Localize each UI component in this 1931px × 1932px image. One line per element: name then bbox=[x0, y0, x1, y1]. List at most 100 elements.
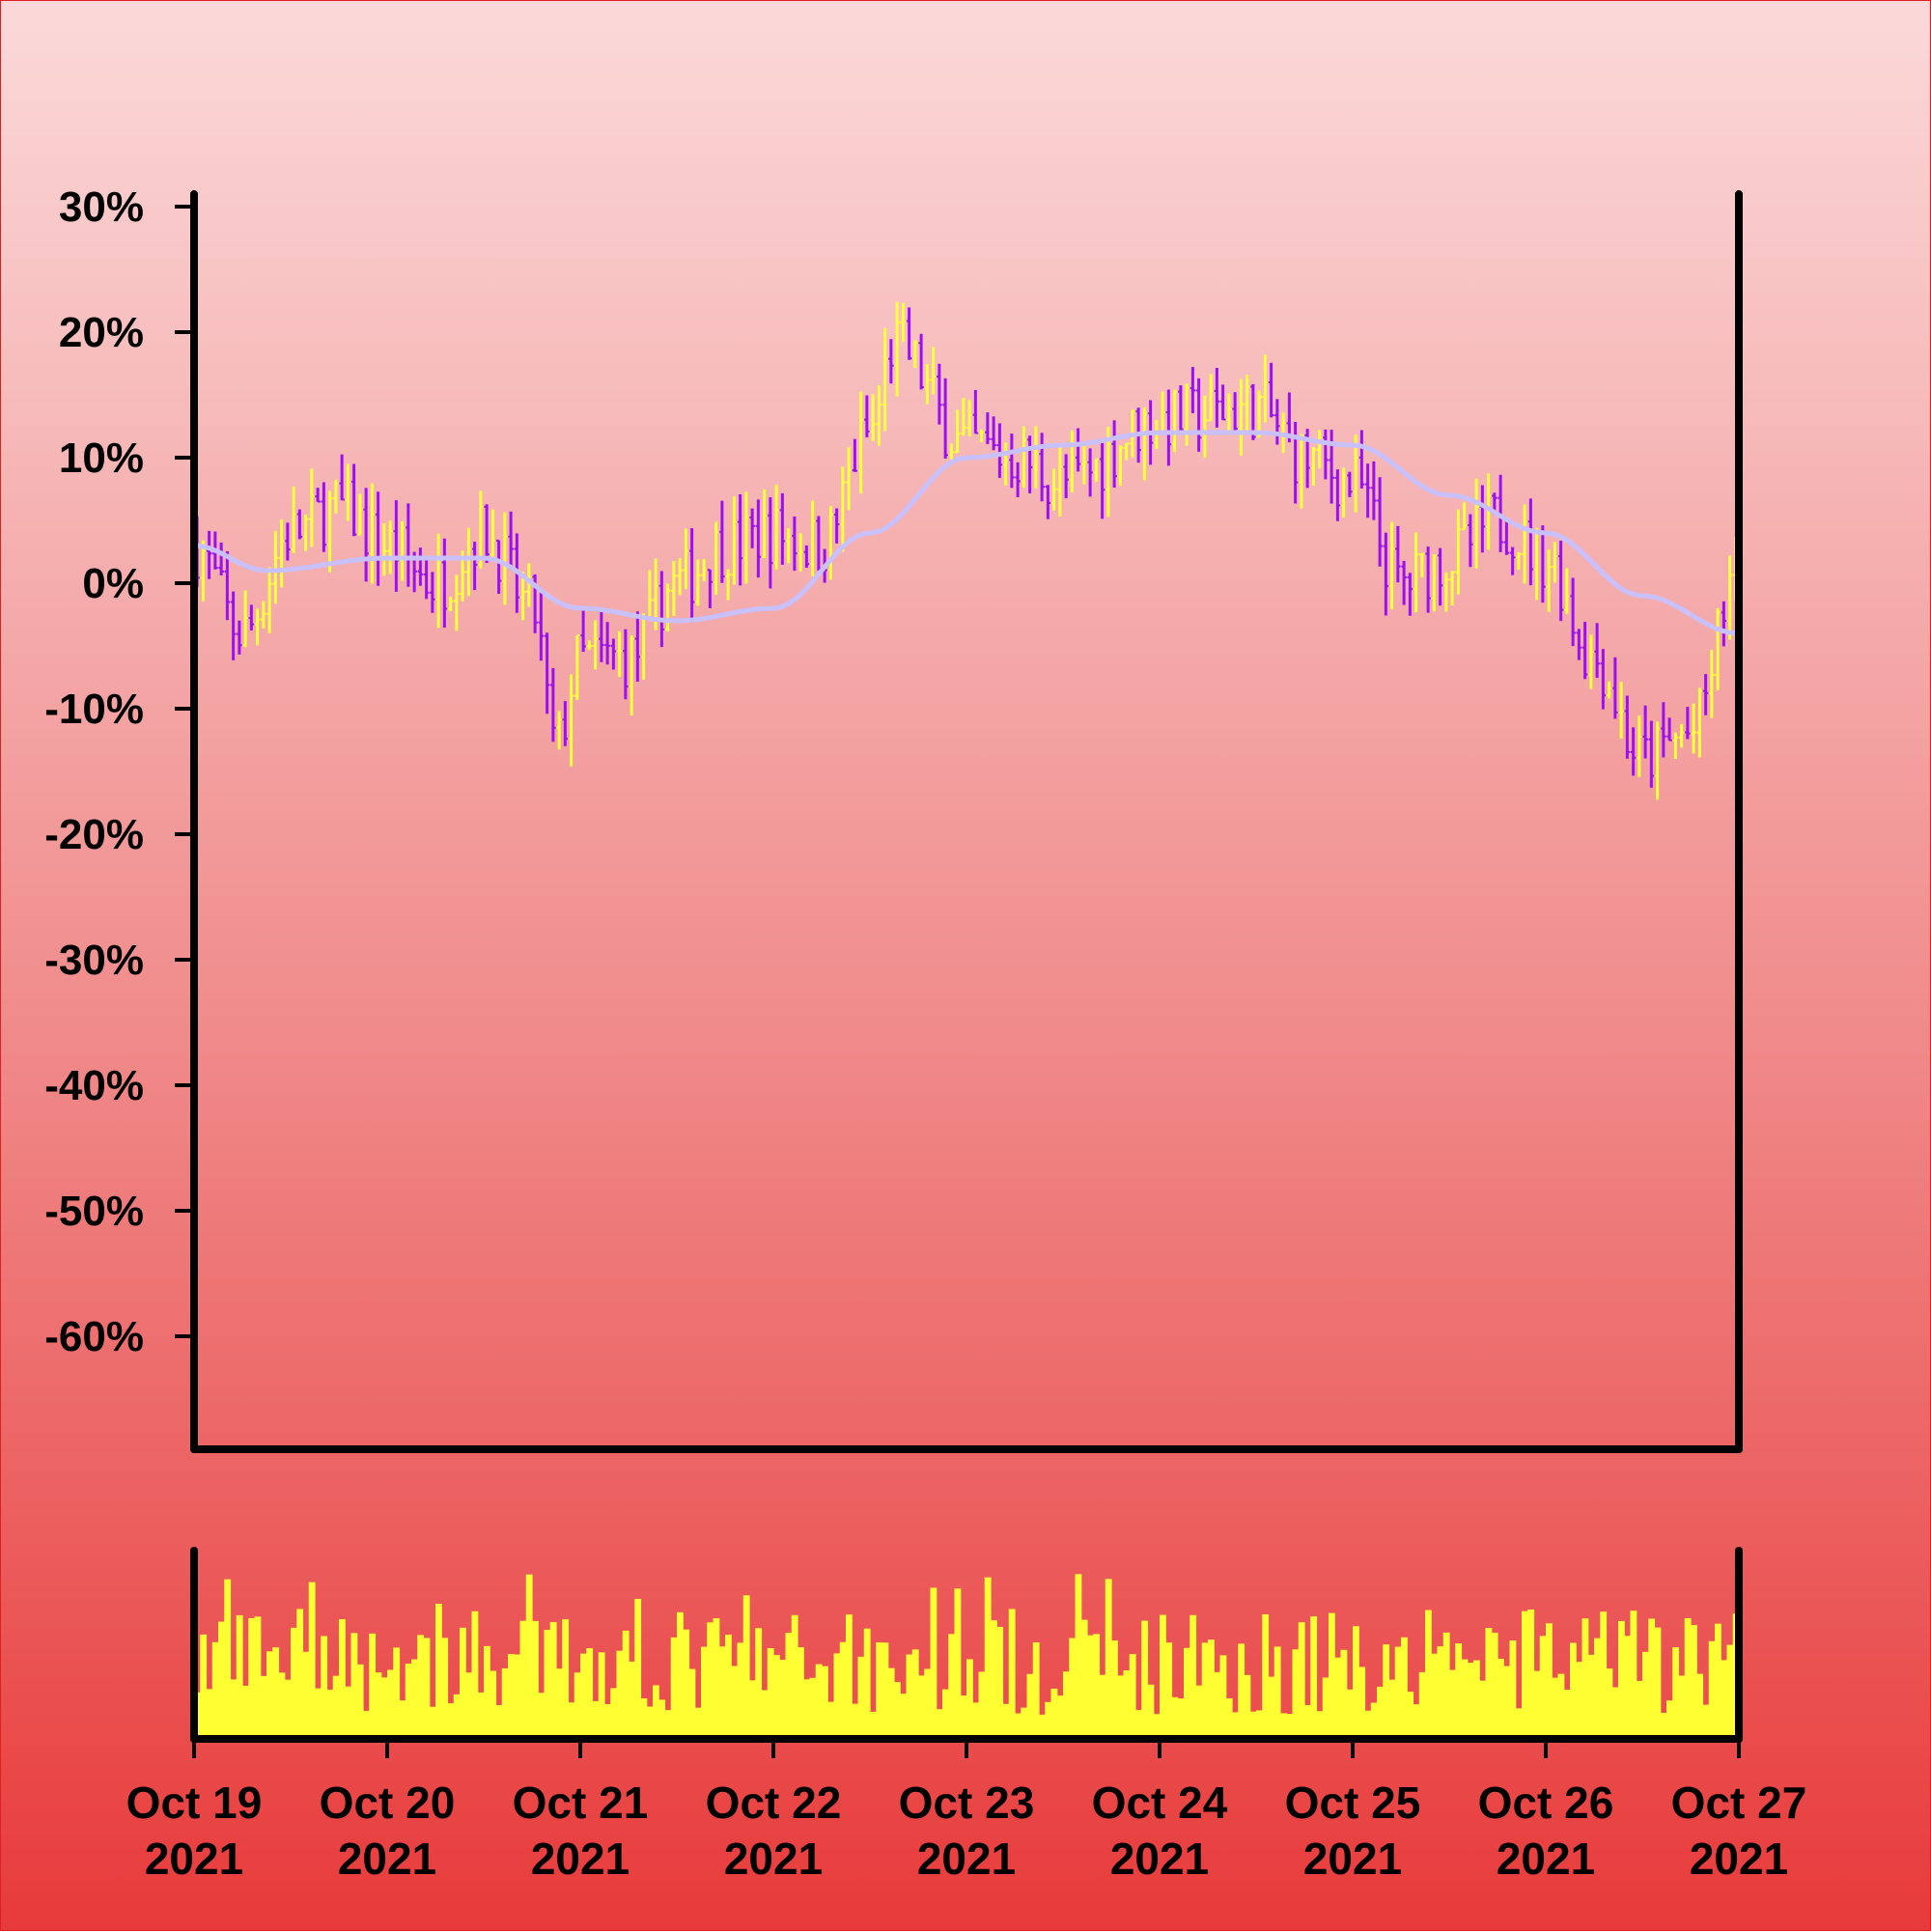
volume-bar bbox=[1418, 1671, 1426, 1739]
volume-bar bbox=[224, 1579, 232, 1739]
volume-bar bbox=[683, 1629, 690, 1739]
volume-bar bbox=[1262, 1614, 1270, 1739]
volume-bar bbox=[725, 1635, 732, 1739]
volume-bar bbox=[326, 1690, 334, 1739]
volume-bar bbox=[1431, 1653, 1439, 1739]
volume-bar bbox=[465, 1672, 473, 1739]
volume-bar bbox=[1455, 1642, 1463, 1739]
volume-bar bbox=[900, 1694, 908, 1739]
volume-bar bbox=[1171, 1696, 1179, 1739]
volume-bar bbox=[1050, 1689, 1058, 1739]
volume-bar bbox=[1648, 1618, 1656, 1739]
volume-bar bbox=[1654, 1627, 1662, 1739]
volume-bar bbox=[549, 1622, 557, 1739]
volume-bar bbox=[1672, 1647, 1680, 1739]
volume-bar bbox=[1618, 1620, 1625, 1739]
volume-bar bbox=[882, 1642, 889, 1739]
volume-bar bbox=[1503, 1666, 1511, 1739]
volume-bar bbox=[260, 1675, 267, 1739]
volume-bar bbox=[1522, 1610, 1528, 1739]
volume-bar bbox=[1177, 1698, 1185, 1739]
volume-bar bbox=[1117, 1675, 1125, 1739]
volume-bar bbox=[936, 1709, 943, 1739]
volume-bar bbox=[1407, 1692, 1414, 1739]
volume-bar bbox=[356, 1664, 364, 1739]
volume-bar bbox=[785, 1633, 793, 1739]
volume-bar bbox=[755, 1628, 763, 1739]
volume-bar bbox=[1594, 1638, 1601, 1739]
y-tick-label: -60% bbox=[44, 1313, 144, 1360]
volume-bar bbox=[308, 1582, 316, 1739]
volume-bar bbox=[441, 1638, 449, 1739]
volume-bar bbox=[1715, 1623, 1721, 1739]
x-tick-label-year: 2021 bbox=[1303, 1834, 1402, 1884]
volume-bar bbox=[399, 1700, 406, 1739]
x-tick-label-year: 2021 bbox=[338, 1834, 436, 1884]
volume-bar bbox=[918, 1675, 925, 1739]
volume-bar bbox=[798, 1647, 804, 1739]
volume-bar bbox=[339, 1618, 346, 1739]
volume-bar bbox=[1708, 1640, 1716, 1739]
volume-bar bbox=[1015, 1713, 1021, 1739]
volume-bar bbox=[653, 1685, 659, 1739]
volume-bar bbox=[1329, 1612, 1335, 1739]
volume-bar bbox=[1624, 1636, 1632, 1739]
volume-bar bbox=[1123, 1670, 1131, 1739]
volume-bar bbox=[1497, 1659, 1504, 1739]
volume-bar bbox=[1552, 1677, 1559, 1739]
volume-bar bbox=[948, 1634, 956, 1739]
volume-bar bbox=[1413, 1704, 1420, 1739]
volume-bar bbox=[453, 1694, 461, 1739]
volume-bar bbox=[1449, 1669, 1456, 1739]
volume-bar bbox=[1515, 1708, 1523, 1739]
volume-bar bbox=[911, 1649, 919, 1739]
volume-bar bbox=[380, 1677, 388, 1739]
volume-bar bbox=[713, 1618, 720, 1739]
volume-bar bbox=[1238, 1643, 1245, 1739]
volume-bar bbox=[471, 1610, 479, 1739]
volume-bar bbox=[1316, 1711, 1324, 1739]
volume-bar bbox=[1160, 1614, 1166, 1739]
x-tick-label-date: Oct 23 bbox=[899, 1778, 1035, 1828]
volume-bar bbox=[610, 1688, 618, 1739]
y-tick-label: 30% bbox=[59, 183, 144, 231]
volume-bar bbox=[1485, 1628, 1493, 1739]
volume-bar bbox=[1377, 1686, 1384, 1739]
volume-bar bbox=[350, 1633, 358, 1739]
volume-bar bbox=[924, 1668, 932, 1739]
volume-bar bbox=[604, 1703, 611, 1739]
volume-bar bbox=[677, 1611, 684, 1739]
volume-bar bbox=[369, 1633, 377, 1739]
volume-bar bbox=[1189, 1614, 1197, 1739]
volume-bar bbox=[664, 1710, 672, 1739]
volume-bar bbox=[291, 1627, 297, 1739]
volume-bar bbox=[272, 1647, 280, 1739]
volume-bar bbox=[345, 1686, 352, 1739]
volume-bar bbox=[1225, 1697, 1233, 1739]
volume-bar bbox=[906, 1654, 913, 1739]
volume-bar bbox=[562, 1619, 570, 1739]
volume-bar bbox=[863, 1628, 871, 1739]
volume-bar bbox=[525, 1574, 533, 1739]
volume-bar bbox=[1600, 1611, 1608, 1739]
volume-bar bbox=[1642, 1651, 1649, 1739]
volume-bar bbox=[954, 1588, 962, 1739]
volume-bar bbox=[1587, 1654, 1595, 1739]
volume-bar bbox=[749, 1680, 756, 1739]
x-tick-label-date: Oct 19 bbox=[126, 1778, 263, 1828]
volume-bar bbox=[876, 1642, 883, 1739]
volume-bar bbox=[658, 1699, 666, 1739]
volume-bar bbox=[1425, 1610, 1432, 1739]
volume-bar bbox=[791, 1614, 798, 1739]
volume-bar bbox=[996, 1626, 1004, 1739]
volume-bar bbox=[1002, 1703, 1010, 1739]
volume-bar bbox=[1383, 1644, 1390, 1739]
price-panel bbox=[193, 301, 1740, 800]
volume-bar bbox=[688, 1668, 696, 1739]
volume-bar bbox=[248, 1618, 256, 1739]
volume-bar bbox=[200, 1634, 208, 1739]
volume-bar bbox=[984, 1577, 992, 1739]
volume-bar bbox=[1437, 1646, 1444, 1739]
volume-bar bbox=[1461, 1659, 1469, 1739]
volume-bar bbox=[972, 1702, 980, 1739]
